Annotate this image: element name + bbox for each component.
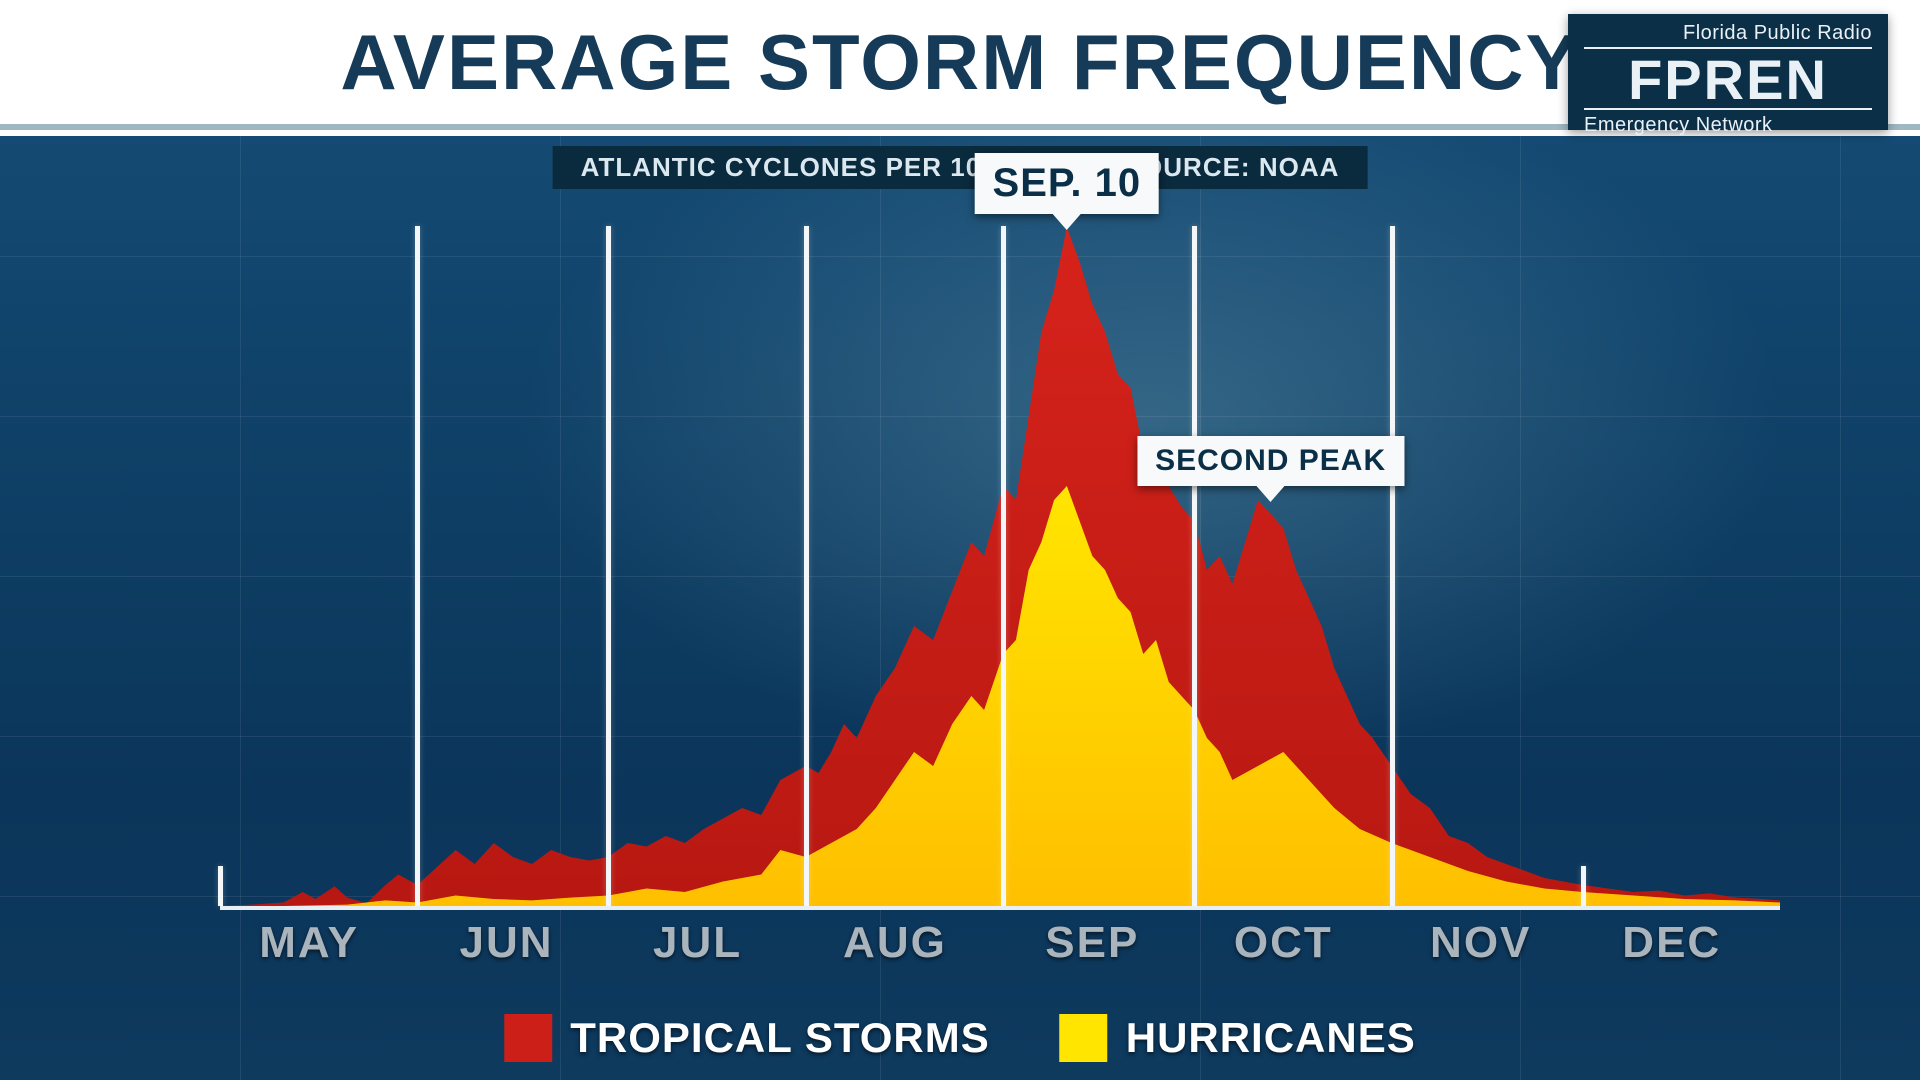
month-gridline	[1581, 866, 1586, 906]
month-label: JUL	[653, 918, 742, 968]
subtitle: ATLANTIC CYCLONES PER 100 YEARS | SOURCE…	[553, 146, 1368, 189]
area-svg	[220, 206, 1780, 906]
area-chart: MAYJUNJULAUGSEPOCTNOVDEC SEP. 10SECOND P…	[220, 210, 1780, 910]
legend-item: TROPICAL STORMS	[504, 1014, 989, 1062]
month-gridline	[804, 226, 809, 906]
page-title: AVERAGE STORM FREQUENCY	[340, 17, 1579, 108]
x-axis-baseline	[220, 906, 1780, 910]
legend-swatch	[504, 1014, 552, 1062]
legend-swatch	[1060, 1014, 1108, 1062]
month-label: NOV	[1430, 918, 1531, 968]
month-label: SEP	[1045, 918, 1139, 968]
month-gridline	[1390, 226, 1395, 906]
month-label: AUG	[843, 918, 947, 968]
month-label: MAY	[259, 918, 359, 968]
legend-item: HURRICANES	[1060, 1014, 1416, 1062]
month-gridline	[218, 866, 223, 906]
month-label: JUN	[460, 918, 554, 968]
legend: TROPICAL STORMS HURRICANES	[504, 1014, 1416, 1062]
logo-line1: Florida Public Radio	[1584, 22, 1872, 45]
month-label: OCT	[1234, 918, 1333, 968]
callout-second-peak: SECOND PEAK	[1137, 436, 1404, 486]
month-gridline	[1192, 226, 1197, 906]
month-gridline	[1001, 226, 1006, 906]
legend-label: HURRICANES	[1126, 1014, 1416, 1062]
callout-peak: SEP. 10	[975, 153, 1160, 214]
storm-frequency-graphic: AVERAGE STORM FREQUENCY Florida Public R…	[0, 0, 1920, 1080]
month-gridline	[606, 226, 611, 906]
month-label: DEC	[1622, 918, 1721, 968]
logo-main: FPREN	[1584, 53, 1872, 106]
month-gridline	[415, 226, 420, 906]
logo-line2: Emergency Network	[1584, 114, 1872, 137]
fpren-logo: Florida Public Radio FPREN Emergency Net…	[1568, 14, 1888, 130]
legend-label: TROPICAL STORMS	[570, 1014, 989, 1062]
